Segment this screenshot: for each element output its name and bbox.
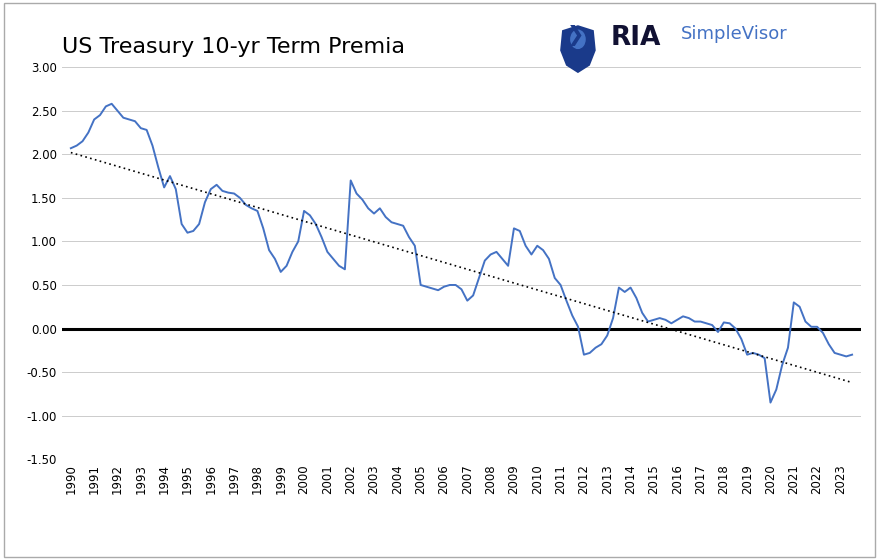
Circle shape [570,30,585,48]
Text: ❯: ❯ [566,25,584,46]
Text: SimpleVisor: SimpleVisor [680,25,787,43]
Text: US Treasury 10-yr Term Premia: US Treasury 10-yr Term Premia [61,38,404,57]
Text: RIA: RIA [610,25,660,51]
Polygon shape [559,25,595,73]
